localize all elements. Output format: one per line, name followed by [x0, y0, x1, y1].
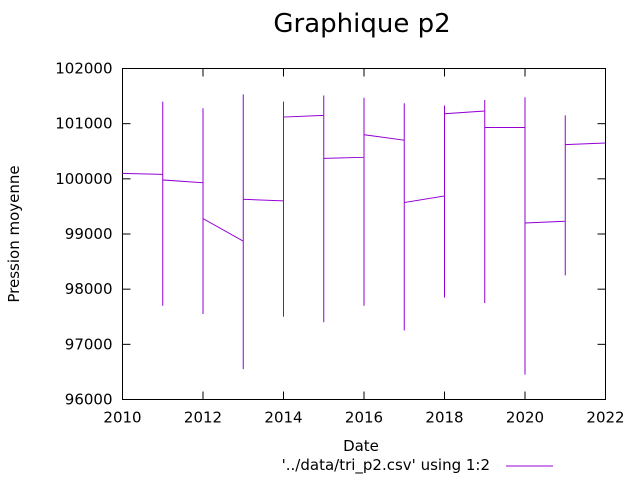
x-tick-label: 2018	[425, 409, 463, 427]
series-group	[122, 94, 606, 375]
x-tick-label: 2012	[184, 409, 222, 427]
x-tick-label: 2010	[103, 409, 141, 427]
series-line	[122, 94, 606, 375]
y-tick-label: 99000	[65, 225, 113, 243]
y-tick-label: 101000	[55, 115, 112, 133]
x-tick-label: 2022	[586, 409, 624, 427]
y-axis-label: Pression moyenne	[5, 165, 23, 302]
x-tick-label: 2020	[506, 409, 544, 427]
y-axis: 96000 97000 98000 99000 100000 101000 102000	[55, 60, 606, 409]
chart-title: Graphique p2	[273, 9, 450, 39]
y-tick-label: 100000	[55, 170, 112, 188]
y-tick-label: 98000	[65, 280, 113, 298]
x-tick-label: 2014	[264, 409, 302, 427]
y-tick-label: 102000	[55, 60, 112, 78]
x-axis-label: Date	[343, 437, 379, 455]
y-tick-label: 96000	[65, 391, 113, 409]
x-axis: 2010 2012 2014 2016 2018 2020 2022	[103, 68, 625, 427]
x-tick-label: 2016	[345, 409, 383, 427]
y-tick-label: 97000	[65, 335, 113, 353]
legend-label: '../data/tri_p2.csv' using 1:2	[282, 456, 490, 475]
